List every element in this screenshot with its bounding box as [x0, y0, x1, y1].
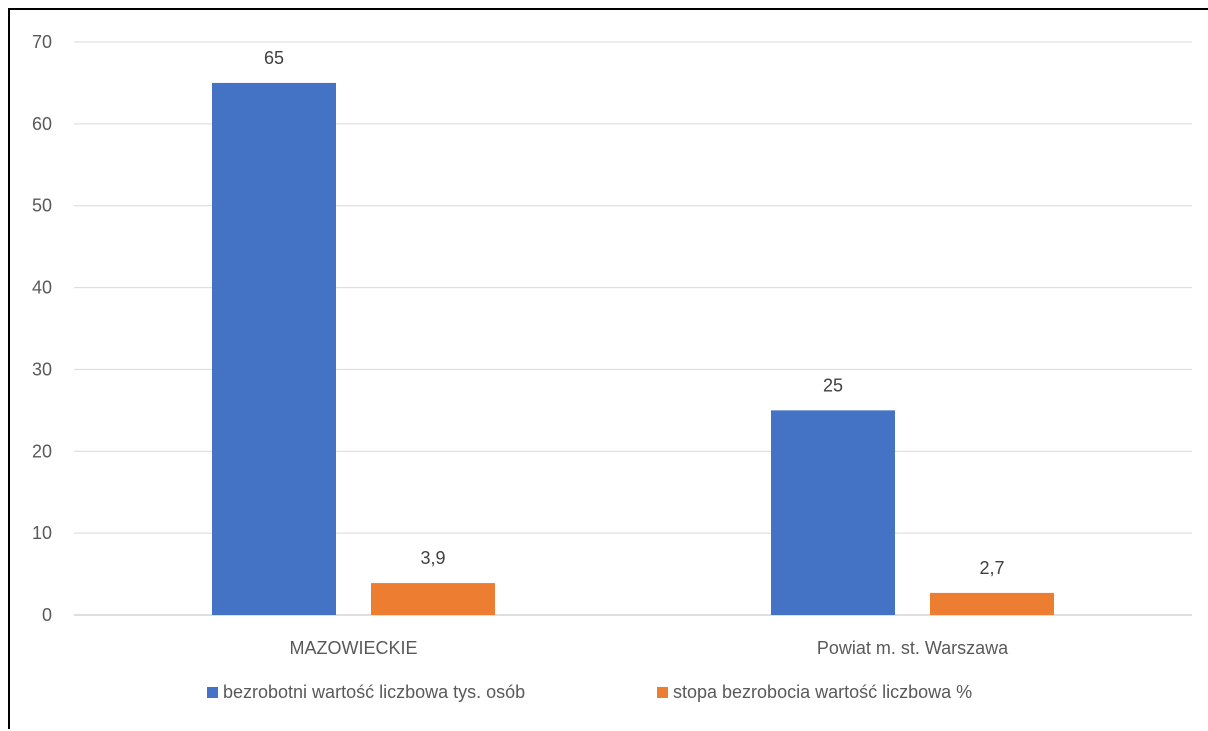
category-label: MAZOWIECKIE — [289, 638, 417, 658]
y-axis-ticks: 0 10 20 30 40 50 60 70 — [32, 32, 52, 625]
legend: bezrobotni wartość liczbowa tys. osób sto… — [207, 682, 972, 702]
y-tick-label: 0 — [42, 605, 52, 625]
y-tick-label: 50 — [32, 196, 52, 216]
y-tick-label: 60 — [32, 114, 52, 134]
bar-stopa-bezrobocia-1 — [930, 592, 1054, 615]
legend-swatch — [207, 687, 218, 698]
legend-label: bezrobotni wartość liczbowa tys. osób — [223, 682, 525, 702]
bar-chart: 0 10 20 30 40 50 60 70 65 3,9 25 2,7 MAZOWIECKIE Po… — [32, 32, 1192, 702]
bar-bezrobotni-1 — [771, 410, 895, 615]
legend-item-stopa-bezrobocia: stopa bezrobocia wartość liczbowa % — [657, 682, 972, 702]
legend-label: stopa bezrobocia wartość liczbowa % — [673, 682, 972, 702]
data-label: 65 — [264, 48, 284, 68]
legend-swatch — [657, 687, 668, 698]
data-label: 3,9 — [420, 548, 445, 568]
y-tick-label: 40 — [32, 278, 52, 298]
data-label: 25 — [823, 375, 843, 395]
data-label: 2,7 — [979, 558, 1004, 578]
data-labels: 65 3,9 25 2,7 — [264, 48, 1005, 578]
x-axis-categories: MAZOWIECKIE Powiat m. st. Warszawa — [289, 638, 1009, 658]
y-tick-label: 10 — [32, 523, 52, 543]
legend-item-bezrobotni: bezrobotni wartość liczbowa tys. osób — [207, 682, 525, 702]
bar-stopa-bezrobocia-0 — [371, 583, 495, 615]
bar-bezrobotni-0 — [212, 82, 336, 615]
y-tick-label: 20 — [32, 441, 52, 461]
category-label: Powiat m. st. Warszawa — [817, 638, 1009, 658]
y-tick-label: 70 — [32, 32, 52, 52]
chart-frame: 0 10 20 30 40 50 60 70 65 3,9 25 2,7 MAZOWIECKIE Po… — [8, 8, 1208, 729]
y-tick-label: 30 — [32, 359, 52, 379]
bars — [212, 82, 1054, 615]
